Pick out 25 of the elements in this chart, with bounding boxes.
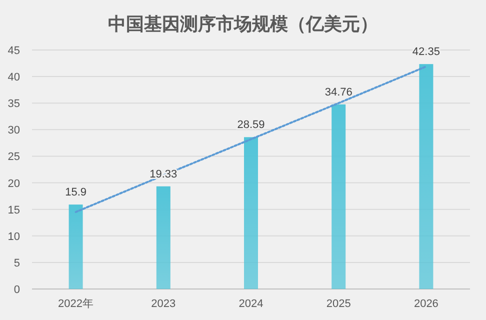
y-tick-label: 10 [8, 230, 20, 243]
data-label: 28.59 [237, 119, 265, 132]
data-label: 34.76 [324, 86, 352, 98]
x-tick-label: 2024 [238, 298, 264, 310]
y-tick-label: 25 [8, 151, 20, 164]
bar [332, 104, 346, 289]
y-tick-label: 35 [8, 98, 20, 110]
bar [419, 64, 434, 289]
x-tick-label: 2025 [326, 298, 351, 310]
x-tick-label: 2026 [414, 298, 438, 310]
data-label: 42.35 [412, 46, 440, 58]
y-tick-label: 0 [14, 284, 20, 296]
chart-title: 中国基因测序市场规模（亿美元） [108, 14, 378, 34]
y-tick-label: 40 [8, 72, 20, 84]
bar [68, 204, 83, 289]
x-tick-label: 2022年 [58, 298, 94, 310]
y-tick-label: 5 [14, 257, 20, 270]
data-label: 15.9 [65, 186, 87, 199]
y-tick-label: 45 [8, 45, 20, 57]
bar [244, 137, 258, 289]
x-tick-label: 2023 [151, 298, 176, 310]
y-tick-label: 30 [8, 124, 20, 137]
y-tick-label: 20 [8, 178, 20, 190]
y-tick-label: 15 [8, 204, 20, 216]
bar [156, 186, 170, 289]
